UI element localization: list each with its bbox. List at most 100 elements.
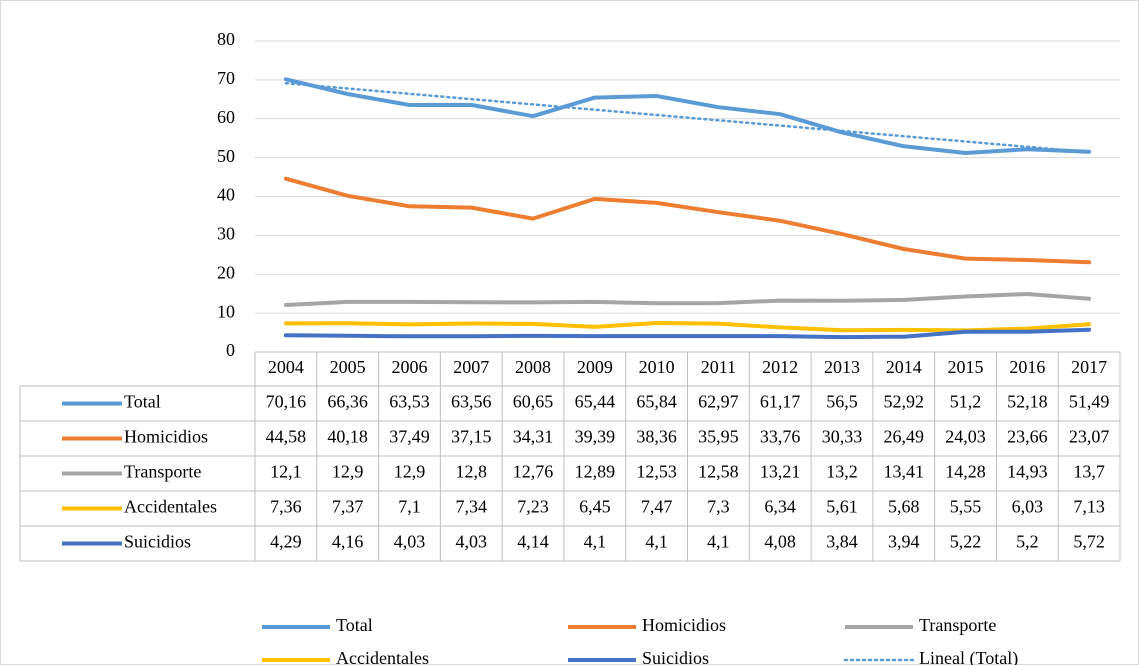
table-value: 33,76 xyxy=(760,427,801,447)
table-value: 5,61 xyxy=(826,497,858,517)
table-value: 39,39 xyxy=(575,427,616,447)
x-tick-label: 2011 xyxy=(701,357,736,377)
table-value: 23,07 xyxy=(1069,427,1110,447)
x-tick-label: 2017 xyxy=(1071,357,1107,377)
table-value: 13,21 xyxy=(760,462,801,482)
table-value: 5,55 xyxy=(950,497,982,517)
table-series-name: Homicidios xyxy=(124,427,208,447)
table-value: 5,22 xyxy=(950,532,982,552)
series-line xyxy=(283,77,1092,155)
table-value: 3,94 xyxy=(888,532,920,552)
legend-label: Suicidios xyxy=(642,648,709,665)
table-value: 51,2 xyxy=(950,392,982,412)
table-value: 7,47 xyxy=(641,497,673,517)
table-value: 12,53 xyxy=(636,462,677,482)
table-series-name: Total xyxy=(124,392,161,412)
table-value: 65,84 xyxy=(636,392,677,412)
table-value: 4,16 xyxy=(332,532,364,552)
legend-label: Transporte xyxy=(919,615,996,635)
table-value: 37,15 xyxy=(451,427,492,447)
table-series-name: Transporte xyxy=(124,462,201,482)
table-value: 12,9 xyxy=(394,462,426,482)
x-tick-label: 2014 xyxy=(886,357,922,377)
legend-label: Total xyxy=(336,615,373,635)
x-tick-label: 2005 xyxy=(330,357,366,377)
y-tick-label: 80 xyxy=(217,29,235,49)
x-tick-label: 2004 xyxy=(268,357,304,377)
table-value: 40,18 xyxy=(327,427,368,447)
trendline xyxy=(284,81,1091,154)
table-value: 7,3 xyxy=(707,497,730,517)
table-value: 63,56 xyxy=(451,392,492,412)
table-value: 7,23 xyxy=(517,497,549,517)
table-value: 12,58 xyxy=(698,462,739,482)
table-value: 63,53 xyxy=(389,392,430,412)
table-value: 7,1 xyxy=(398,497,421,517)
table-value: 7,34 xyxy=(456,497,488,517)
table-value: 4,14 xyxy=(517,532,549,552)
table-value: 6,03 xyxy=(1012,497,1044,517)
table-value: 70,16 xyxy=(266,392,307,412)
x-tick-label: 2012 xyxy=(762,357,798,377)
y-tick-label: 40 xyxy=(217,185,235,205)
table-value: 65,44 xyxy=(575,392,616,412)
y-tick-label: 30 xyxy=(217,224,235,244)
table-value: 7,37 xyxy=(332,497,364,517)
x-tick-label: 2015 xyxy=(948,357,984,377)
series-line xyxy=(283,292,1092,307)
y-tick-label: 70 xyxy=(217,68,235,88)
table-value: 12,9 xyxy=(332,462,364,482)
table-value: 52,18 xyxy=(1007,392,1048,412)
x-tick-label: 2007 xyxy=(453,357,489,377)
table-value: 5,2 xyxy=(1016,532,1039,552)
legend-label: Homicidios xyxy=(642,615,726,635)
table-value: 6,45 xyxy=(579,497,611,517)
table-value: 44,58 xyxy=(266,427,307,447)
table-value: 12,8 xyxy=(456,462,488,482)
series-line xyxy=(283,327,1092,340)
table-value: 13,7 xyxy=(1073,462,1105,482)
x-tick-label: 2010 xyxy=(639,357,675,377)
x-tick-label: 2016 xyxy=(1009,357,1045,377)
table-value: 23,66 xyxy=(1007,427,1048,447)
table-series-name: Suicidios xyxy=(124,532,191,552)
x-tick-label: 2009 xyxy=(577,357,613,377)
table-value: 4,08 xyxy=(764,532,796,552)
table-value: 12,1 xyxy=(270,462,302,482)
x-tick-label: 2006 xyxy=(391,357,427,377)
table-value: 3,84 xyxy=(826,532,858,552)
x-tick-label: 2013 xyxy=(824,357,860,377)
table-value: 4,1 xyxy=(645,532,668,552)
table-value: 13,41 xyxy=(884,462,925,482)
y-tick-label: 0 xyxy=(226,340,235,360)
x-tick-label: 2008 xyxy=(515,357,551,377)
table-value: 4,03 xyxy=(394,532,426,552)
table-value: 4,03 xyxy=(456,532,488,552)
table-value: 61,17 xyxy=(760,392,801,412)
table-value: 12,89 xyxy=(575,462,616,482)
y-tick-label: 60 xyxy=(217,107,235,127)
series-line xyxy=(283,321,1092,333)
table-value: 26,49 xyxy=(884,427,925,447)
table-value: 37,49 xyxy=(389,427,430,447)
y-tick-label: 50 xyxy=(217,146,235,166)
legend-label: Accidentales xyxy=(336,648,429,665)
table-value: 38,36 xyxy=(636,427,677,447)
table-value: 51,49 xyxy=(1069,392,1110,412)
table-value: 24,03 xyxy=(945,427,986,447)
table-value: 13,2 xyxy=(826,462,858,482)
y-tick-label: 20 xyxy=(217,262,235,282)
table-value: 5,72 xyxy=(1073,532,1105,552)
table-value: 52,92 xyxy=(884,392,925,412)
table-value: 62,97 xyxy=(698,392,739,412)
table-value: 7,36 xyxy=(270,497,302,517)
table-value: 66,36 xyxy=(327,392,368,412)
table-value: 4,1 xyxy=(584,532,607,552)
table-value: 14,28 xyxy=(945,462,986,482)
table-value: 30,33 xyxy=(822,427,863,447)
table-value: 14,93 xyxy=(1007,462,1048,482)
table-value: 4,1 xyxy=(707,532,730,552)
table-value: 60,65 xyxy=(513,392,554,412)
table-value: 35,95 xyxy=(698,427,739,447)
table-value: 12,76 xyxy=(513,462,554,482)
